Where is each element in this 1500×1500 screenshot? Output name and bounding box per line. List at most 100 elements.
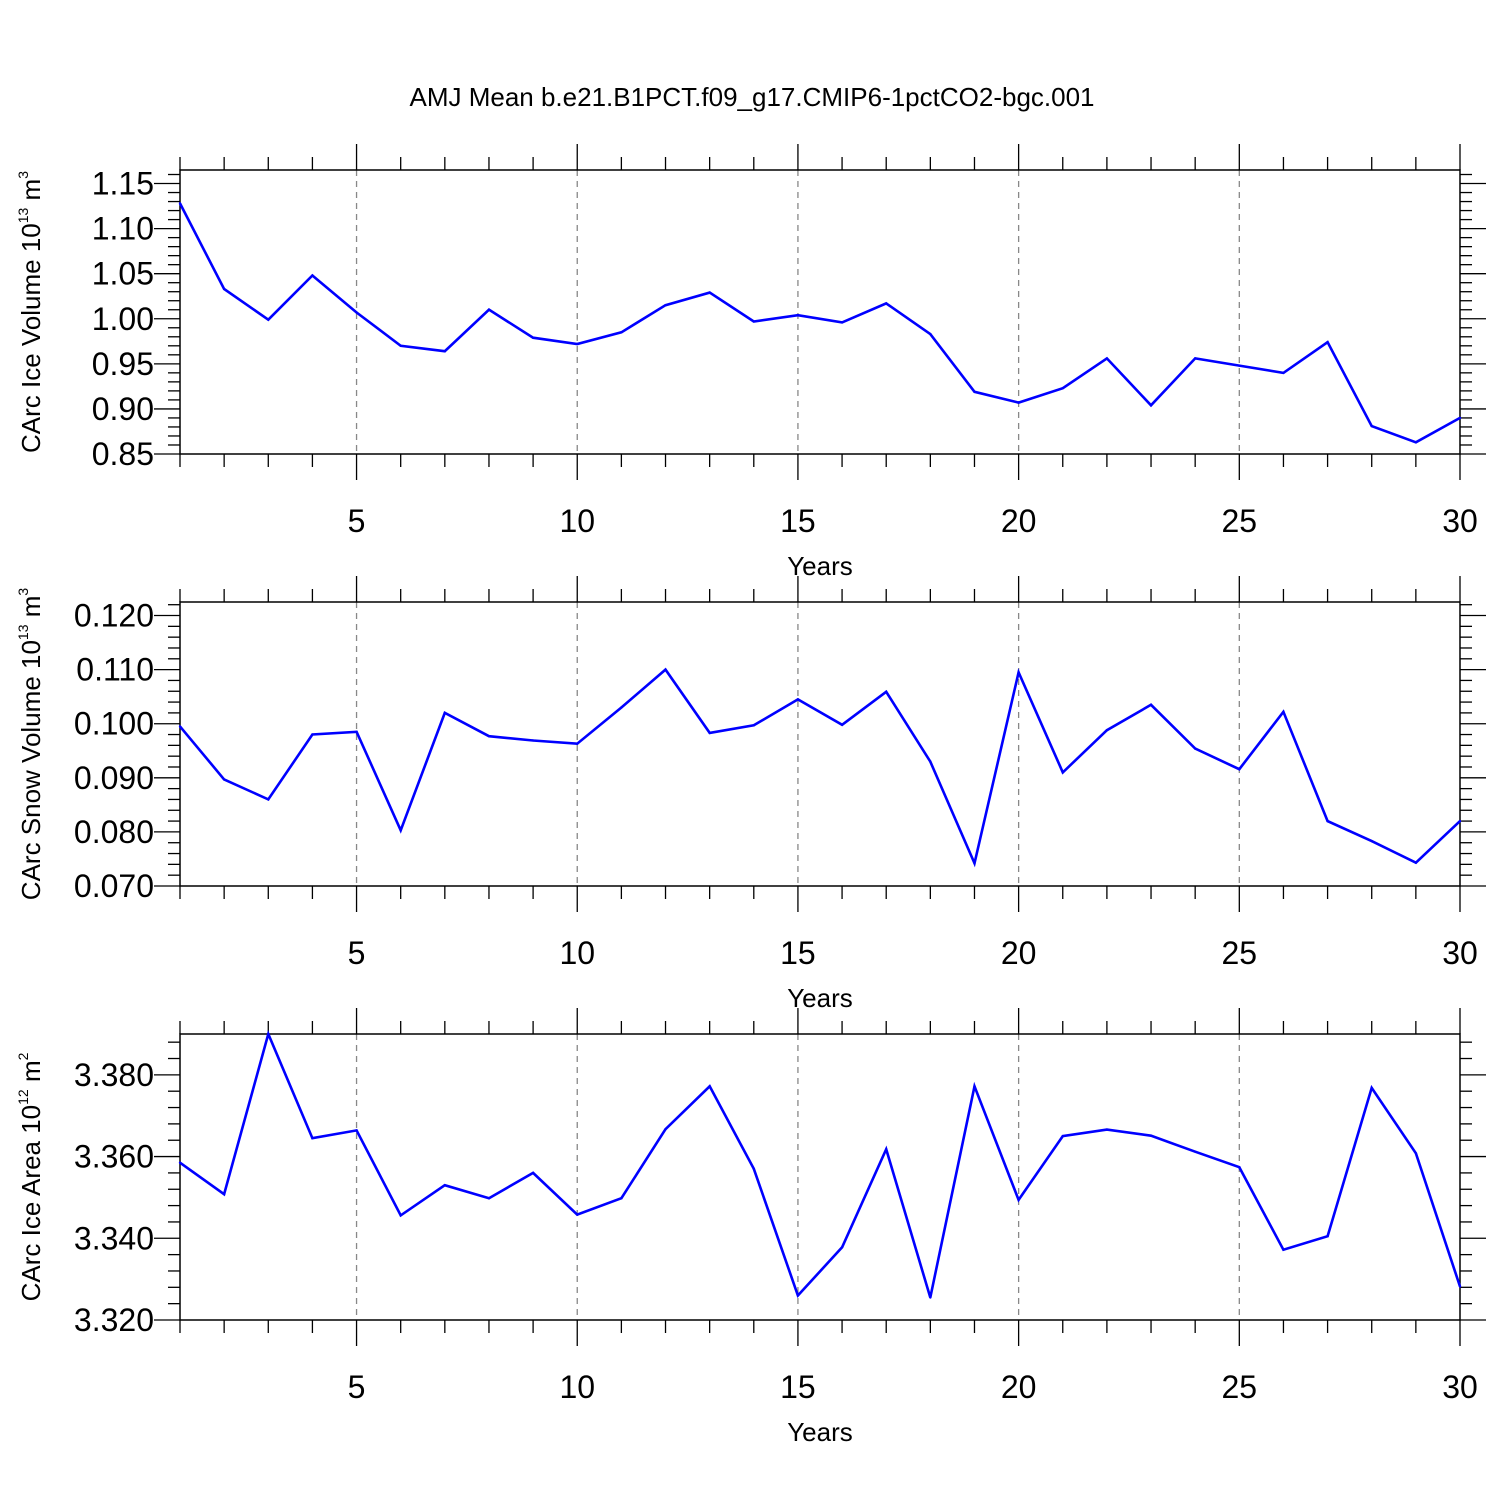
- data-point: [267, 318, 270, 321]
- panel-2: 0.070 0.080 0.090 0.100 0.110 0.120 5 10 15 20 25 3…: [15, 576, 1486, 1013]
- y-tick-label: 1.10: [92, 211, 154, 247]
- data-point: [222, 287, 226, 291]
- x-tick-label: 10: [559, 1369, 595, 1405]
- data-point: [1238, 1165, 1241, 1169]
- data-point: [1017, 401, 1020, 404]
- data-point: [929, 332, 932, 336]
- data-point: [664, 304, 667, 307]
- data-point: [620, 1197, 623, 1200]
- data-point: [178, 202, 182, 205]
- data-point: [355, 1129, 358, 1132]
- data-point: [178, 1161, 182, 1164]
- y-tick-label: 3.360: [74, 1139, 154, 1175]
- x-tick-label: 10: [559, 503, 595, 539]
- x-tick-label: 5: [348, 503, 366, 539]
- data-point: [708, 1085, 711, 1088]
- data-point: [796, 313, 800, 317]
- data-point: [399, 344, 402, 348]
- plot-frame: [179, 169, 1461, 455]
- data-point: [1458, 1285, 1462, 1288]
- data-point: [222, 1192, 226, 1196]
- data-point: [973, 390, 976, 393]
- x-tick-label: 30: [1442, 1369, 1478, 1405]
- data-point: [1105, 1128, 1109, 1131]
- y-tick-label: 1.00: [92, 301, 154, 337]
- data-point: [664, 668, 667, 671]
- data-point: [443, 711, 447, 715]
- data-point: [531, 336, 535, 339]
- data-point: [1105, 357, 1109, 360]
- data-point: [1017, 1198, 1020, 1202]
- x-tick-label: 20: [1001, 1369, 1037, 1405]
- data-point: [796, 698, 800, 701]
- y-tick-label: 0.120: [74, 598, 154, 634]
- data-point: [355, 730, 358, 734]
- x-tick-label: 25: [1222, 1369, 1258, 1405]
- y-tick-label: 1.15: [92, 166, 154, 202]
- data-point: [1414, 861, 1418, 864]
- x-tick-label: 15: [780, 503, 816, 539]
- data-point: [796, 1294, 800, 1297]
- data-point: [311, 733, 314, 736]
- x-tick-label: 20: [1001, 935, 1037, 971]
- data-point: [443, 350, 447, 353]
- x-tick-label: 5: [348, 1369, 366, 1405]
- data-point: [399, 1214, 402, 1217]
- data-point: [1282, 371, 1285, 375]
- data-point: [1458, 416, 1462, 420]
- data-point: [1370, 839, 1373, 843]
- panel-3: 3.320 3.340 3.360 3.380 5 10 15 20 25 30 Years CArc…: [15, 1008, 1486, 1447]
- y-tick-label: 0.95: [92, 346, 154, 382]
- data-point: [1149, 703, 1153, 706]
- data-point: [752, 724, 755, 727]
- x-tick-label: 5: [348, 935, 366, 971]
- data-point: [1282, 1248, 1285, 1251]
- x-axis-title: Years: [787, 983, 853, 1013]
- y-axis-title: CArc Snow Volume 1013 m3: [15, 588, 46, 901]
- data-point: [178, 725, 182, 728]
- y-tick-label: 0.85: [92, 436, 154, 472]
- data-point: [1193, 1150, 1197, 1153]
- data-point: [222, 778, 226, 781]
- y-tick-label: 0.110: [76, 652, 154, 688]
- data-point: [1370, 1086, 1373, 1090]
- panels: 0.85 0.90 0.95 1.00 1.05 1.10 1.15 5 10 15 20 25 30 Y…: [15, 144, 1486, 1447]
- data-point: [1193, 747, 1197, 750]
- data-point: [1282, 710, 1285, 714]
- y-tick-label: 0.080: [74, 814, 154, 850]
- data-point: [752, 320, 755, 323]
- data-point: [355, 311, 358, 314]
- data-point: [576, 342, 579, 346]
- series-line: [178, 202, 1461, 444]
- data-point: [531, 739, 535, 742]
- data-point: [487, 734, 491, 738]
- data-point: [267, 798, 270, 801]
- data-point: [1326, 1235, 1329, 1238]
- x-axis-title: Years: [787, 551, 853, 581]
- data-point: [1414, 441, 1418, 444]
- data-point: [531, 1171, 535, 1175]
- data-point: [1061, 1134, 1064, 1138]
- plot-frame: [179, 1033, 1461, 1321]
- data-point: [840, 1246, 844, 1249]
- data-point: [487, 308, 491, 311]
- data-point: [885, 1148, 888, 1151]
- data-point: [840, 723, 844, 726]
- plot-frame: [179, 601, 1461, 887]
- data-point: [311, 274, 314, 277]
- data-point: [576, 742, 579, 745]
- data-point: [885, 302, 888, 305]
- data-point: [1193, 357, 1197, 360]
- y-tick-label: 3.340: [74, 1220, 154, 1256]
- y-tick-label: 0.070: [74, 868, 154, 904]
- x-tick-label: 15: [780, 1369, 816, 1405]
- data-point: [664, 1127, 667, 1131]
- y-axis-title: CArc Ice Area 1012 m2: [15, 1052, 46, 1301]
- series-line: [179, 1030, 1462, 1298]
- figure-title: AMJ Mean b.e21.B1PCT.f09_g17.CMIP6-1pctC…: [409, 82, 1094, 112]
- x-tick-label: 15: [780, 935, 816, 971]
- data-point: [1458, 819, 1462, 823]
- data-point: [1017, 671, 1020, 674]
- data-point: [929, 1296, 932, 1299]
